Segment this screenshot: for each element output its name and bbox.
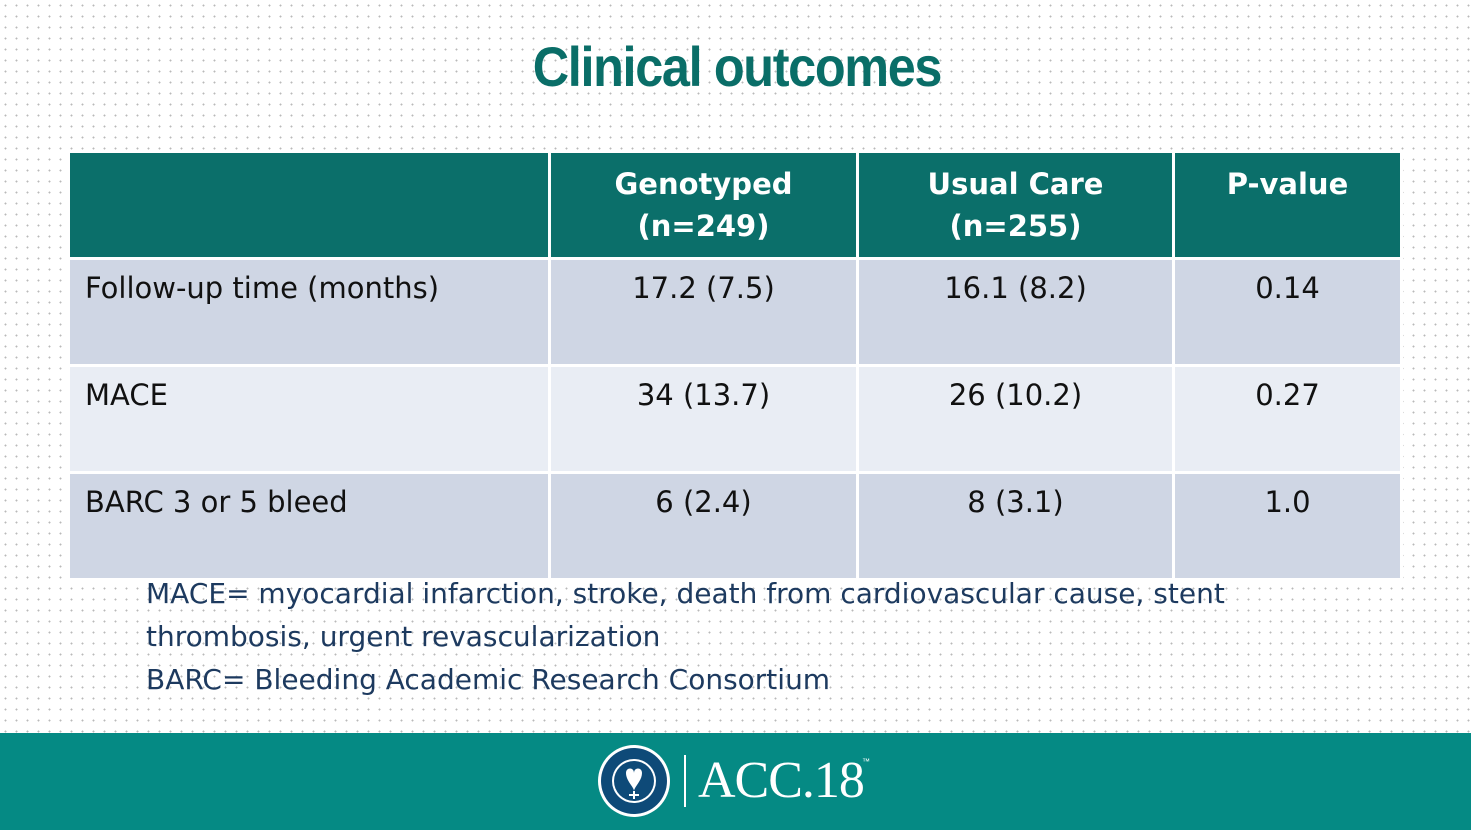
acc-seal-logo: [598, 745, 670, 817]
footnote-barc: BARC= Bleeding Academic Research Consort…: [146, 663, 831, 696]
header-cell-usual-care: Usual Care (n=255): [856, 150, 1175, 260]
genotyped-value: 6 (2.4): [548, 471, 859, 581]
usual-care-value: 26 (10.2): [856, 364, 1175, 474]
row-label: BARC 3 or 5 bleed: [67, 471, 551, 581]
outcomes-table: Genotyped (n=249) Usual Care (n=255) P-v…: [67, 150, 1403, 581]
acc-brand-text: ACC.18: [698, 752, 865, 809]
genotyped-value: 34 (13.7): [548, 364, 859, 474]
footnote-mace: MACE= myocardial infarction, stroke, dea…: [146, 577, 1225, 653]
row-label: Follow-up time (months): [67, 257, 551, 367]
header-cell-genotyped: Genotyped (n=249): [548, 150, 859, 260]
table-row: MACE 34 (13.7) 26 (10.2) 0.27: [67, 364, 1403, 474]
usual-care-value: 16.1 (8.2): [856, 257, 1175, 367]
genotyped-value: 17.2 (7.5): [548, 257, 859, 367]
p-value: 1.0: [1172, 471, 1403, 581]
header-genotyped-n: (n=249): [637, 209, 770, 243]
table-row: BARC 3 or 5 bleed 6 (2.4) 8 (3.1) 1.0: [67, 471, 1403, 581]
header-usual-care-label: Usual Care: [927, 167, 1104, 201]
row-label: MACE: [67, 364, 551, 474]
table-row: Follow-up time (months) 17.2 (7.5) 16.1 …: [67, 257, 1403, 367]
header-cell-p-value: P-value: [1172, 150, 1403, 260]
header-cell-empty: [67, 150, 551, 260]
trademark-mark: ™: [862, 757, 870, 766]
table-header-row: Genotyped (n=249) Usual Care (n=255) P-v…: [67, 150, 1403, 260]
header-genotyped-label: Genotyped: [614, 167, 793, 201]
p-value: 0.14: [1172, 257, 1403, 367]
footnotes: MACE= myocardial infarction, stroke, dea…: [146, 572, 1346, 701]
footer-bar: ACC.18 ™: [0, 733, 1471, 830]
usual-care-value: 8 (3.1): [856, 471, 1175, 581]
footer-divider: [684, 755, 686, 807]
header-usual-care-n: (n=255): [949, 209, 1082, 243]
header-p-value-label: P-value: [1226, 167, 1349, 201]
slide-title: Clinical outcomes: [532, 35, 943, 98]
p-value: 0.27: [1172, 364, 1403, 474]
